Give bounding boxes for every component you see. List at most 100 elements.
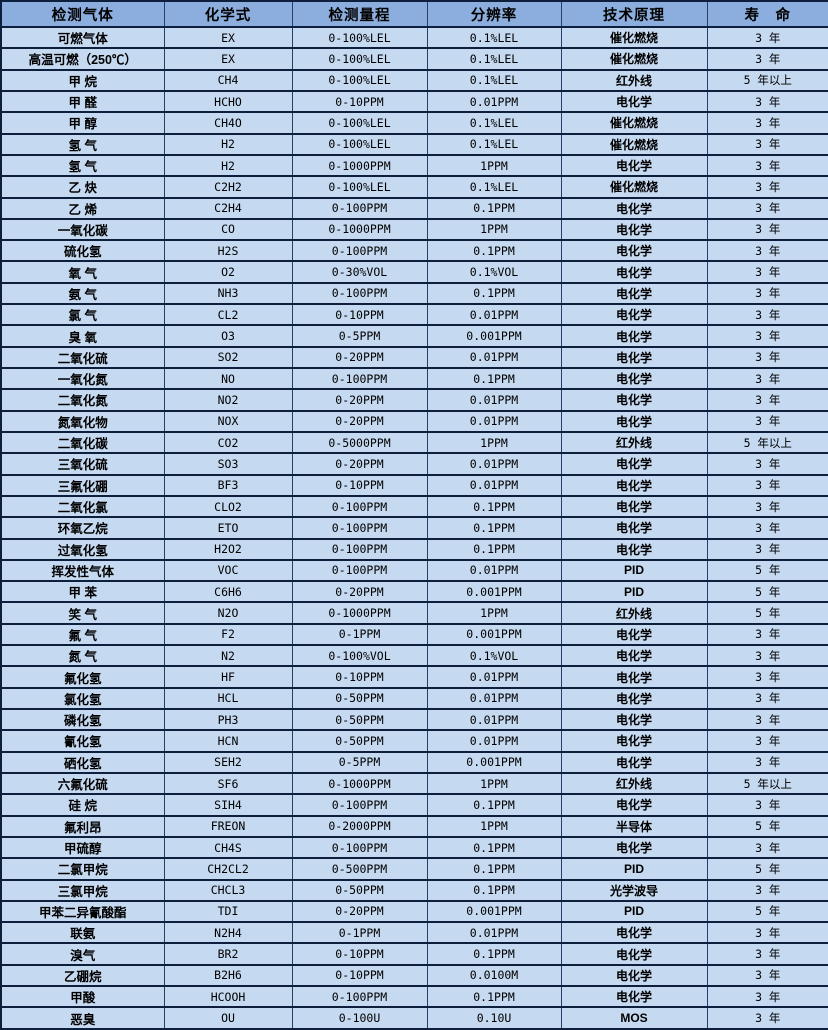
table-body: 可燃气体 EX 0-100%LEL 0.1%LEL 催化燃烧 3 年高温可燃（250℃） E… (0, 25, 828, 1030)
cell-gas: 高温可燃（250℃） (0, 47, 165, 71)
cell-lifespan: 3 年 (706, 217, 828, 242)
cell-formula: H2 (163, 132, 293, 156)
cell-range: 0-1PPM (291, 921, 428, 945)
cell-lifespan: 3 年 (706, 409, 828, 433)
cell-principle: PID (560, 857, 708, 881)
table-row: 乙 炔 C2H2 0-100%LEL 0.1%LEL 催化燃烧 3 年 (0, 175, 828, 199)
cell-resolution: 0.1%LEL (426, 25, 562, 50)
cell-principle: 催化燃烧 (560, 47, 708, 71)
cell-principle: MOS (560, 1006, 708, 1030)
cell-formula: F2 (163, 622, 293, 647)
table-row: 硅 烷 SIH4 0-100PPM 0.1PPM 电化学 3 年 (0, 793, 828, 817)
cell-lifespan: 3 年 (706, 89, 828, 114)
cell-resolution: 0.1PPM (426, 239, 562, 263)
cell-gas: 氧 气 (0, 260, 165, 284)
cell-range: 0-100U (291, 1006, 428, 1030)
cell-resolution: 0.1%VOL (426, 260, 562, 284)
cell-principle: 电化学 (560, 89, 708, 114)
cell-principle: 电化学 (560, 239, 708, 263)
cell-gas: 乙硼烷 (0, 963, 165, 988)
cell-range: 0-10PPM (291, 942, 428, 966)
cell-gas: 臭 氧 (0, 324, 165, 348)
cell-formula: B2H6 (163, 963, 293, 988)
cell-principle: 电化学 (560, 303, 708, 327)
header-cell-principle: 技术原理 (560, 0, 708, 28)
cell-gas: 硒化氢 (0, 750, 165, 774)
cell-resolution: 0.01PPM (426, 921, 562, 945)
cell-range: 0-20PPM (291, 899, 428, 924)
cell-principle: 电化学 (560, 644, 708, 668)
cell-resolution: 0.01PPM (426, 729, 562, 753)
cell-gas: 三氟化硼 (0, 473, 165, 497)
cell-formula: H2 (163, 153, 293, 178)
cell-range: 0-50PPM (291, 729, 428, 753)
cell-formula: C2H4 (163, 196, 293, 220)
cell-gas: 甲 烷 (0, 68, 165, 92)
table-row: 一氧化氮 NO 0-100PPM 0.1PPM 电化学 3 年 (0, 366, 828, 391)
cell-lifespan: 3 年 (706, 963, 828, 988)
header-cell-range: 检测量程 (291, 0, 428, 28)
cell-principle: 电化学 (560, 963, 708, 988)
cell-formula: FREON (163, 814, 293, 838)
cell-formula: NH3 (163, 281, 293, 306)
cell-range: 0-5000PPM (291, 430, 428, 455)
cell-principle: 电化学 (560, 516, 708, 540)
cell-lifespan: 3 年 (706, 239, 828, 263)
cell-resolution: 0.1PPM (426, 537, 562, 561)
cell-resolution: 0.1%LEL (426, 47, 562, 71)
cell-gas: 硫化氢 (0, 239, 165, 263)
cell-range: 0-100PPM (291, 835, 428, 860)
cell-principle: 红外线 (560, 601, 708, 625)
cell-range: 0-10PPM (291, 963, 428, 988)
cell-gas: 氢 气 (0, 153, 165, 178)
cell-gas: 氟化氢 (0, 665, 165, 689)
table-row: 氧 气 O2 0-30%VOL 0.1%VOL 电化学 3 年 (0, 260, 828, 284)
cell-gas: 一氧化氮 (0, 366, 165, 391)
cell-principle: PID (560, 899, 708, 924)
cell-resolution: 0.1PPM (426, 793, 562, 817)
cell-range: 0-100PPM (291, 985, 428, 1009)
cell-lifespan: 3 年 (706, 835, 828, 860)
cell-gas: 氯化氢 (0, 686, 165, 711)
cell-formula: BR2 (163, 942, 293, 966)
cell-resolution: 0.1%VOL (426, 644, 562, 668)
cell-resolution: 0.1PPM (426, 196, 562, 220)
table-row: 甲酸 HCOOH 0-100PPM 0.1PPM 电化学 3 年 (0, 985, 828, 1009)
cell-principle: 电化学 (560, 260, 708, 284)
cell-formula: CLO2 (163, 494, 293, 519)
cell-lifespan: 3 年 (706, 1006, 828, 1030)
cell-formula: CO (163, 217, 293, 242)
cell-gas: 甲硫醇 (0, 835, 165, 860)
cell-lifespan: 3 年 (706, 303, 828, 327)
table-row: 高温可燃（250℃） EX 0-100%LEL 0.1%LEL 催化燃烧 3 年 (0, 47, 828, 71)
cell-range: 0-10PPM (291, 473, 428, 497)
cell-resolution: 0.1PPM (426, 857, 562, 881)
cell-lifespan: 3 年 (706, 644, 828, 668)
cell-formula: BF3 (163, 473, 293, 497)
cell-range: 0-100PPM (291, 793, 428, 817)
cell-lifespan: 3 年 (706, 132, 828, 156)
cell-formula: EX (163, 47, 293, 71)
cell-range: 0-100PPM (291, 366, 428, 391)
cell-principle: 电化学 (560, 196, 708, 220)
cell-resolution: 1PPM (426, 771, 562, 796)
cell-formula: CO2 (163, 430, 293, 455)
cell-resolution: 0.001PPM (426, 580, 562, 604)
cell-resolution: 0.01PPM (426, 452, 562, 476)
cell-principle: 电化学 (560, 345, 708, 370)
table-row: 甲 苯 C6H6 0-20PPM 0.001PPM PID 5 年 (0, 580, 828, 604)
cell-lifespan: 3 年 (706, 260, 828, 284)
table-row: 二氧化氮 NO2 0-20PPM 0.01PPM 电化学 3 年 (0, 388, 828, 412)
cell-range: 0-20PPM (291, 388, 428, 412)
cell-resolution: 0.1PPM (426, 942, 562, 966)
cell-principle: 电化学 (560, 409, 708, 433)
cell-lifespan: 3 年 (706, 196, 828, 220)
cell-lifespan: 5 年 (706, 580, 828, 604)
cell-range: 0-1000PPM (291, 217, 428, 242)
cell-gas: 氮 气 (0, 644, 165, 668)
cell-principle: 电化学 (560, 366, 708, 391)
cell-resolution: 1PPM (426, 814, 562, 838)
cell-lifespan: 3 年 (706, 793, 828, 817)
table-row: 恶臭 OU 0-100U 0.10U MOS 3 年 (0, 1006, 828, 1030)
table-row: 二氧化硫 SO2 0-20PPM 0.01PPM 电化学 3 年 (0, 345, 828, 370)
